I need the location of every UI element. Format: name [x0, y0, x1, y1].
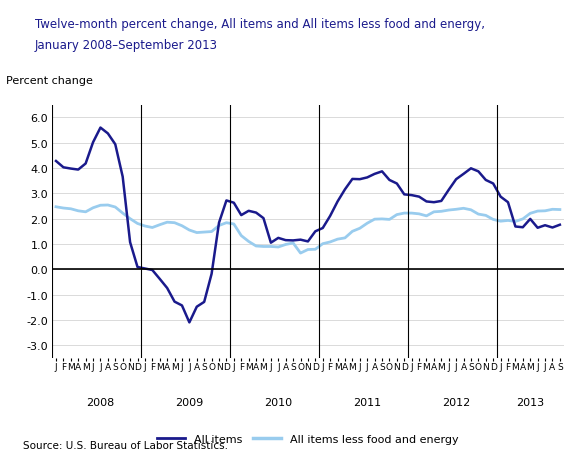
Text: Percent change: Percent change	[6, 75, 93, 85]
Text: 2010: 2010	[264, 397, 292, 407]
Text: 2012: 2012	[442, 397, 470, 407]
Text: 2009: 2009	[175, 397, 203, 407]
Text: 2008: 2008	[87, 397, 114, 407]
Text: January 2008–September 2013: January 2008–September 2013	[35, 39, 218, 52]
Text: 2013: 2013	[516, 397, 544, 407]
Legend: All items, All items less food and energy: All items, All items less food and energ…	[153, 430, 463, 448]
Text: Twelve-month percent change, All items and All items less food and energy,: Twelve-month percent change, All items a…	[35, 18, 485, 31]
Text: Source: U.S. Bureau of Labor Statistics.: Source: U.S. Bureau of Labor Statistics.	[23, 440, 228, 450]
Text: 2011: 2011	[353, 397, 381, 407]
